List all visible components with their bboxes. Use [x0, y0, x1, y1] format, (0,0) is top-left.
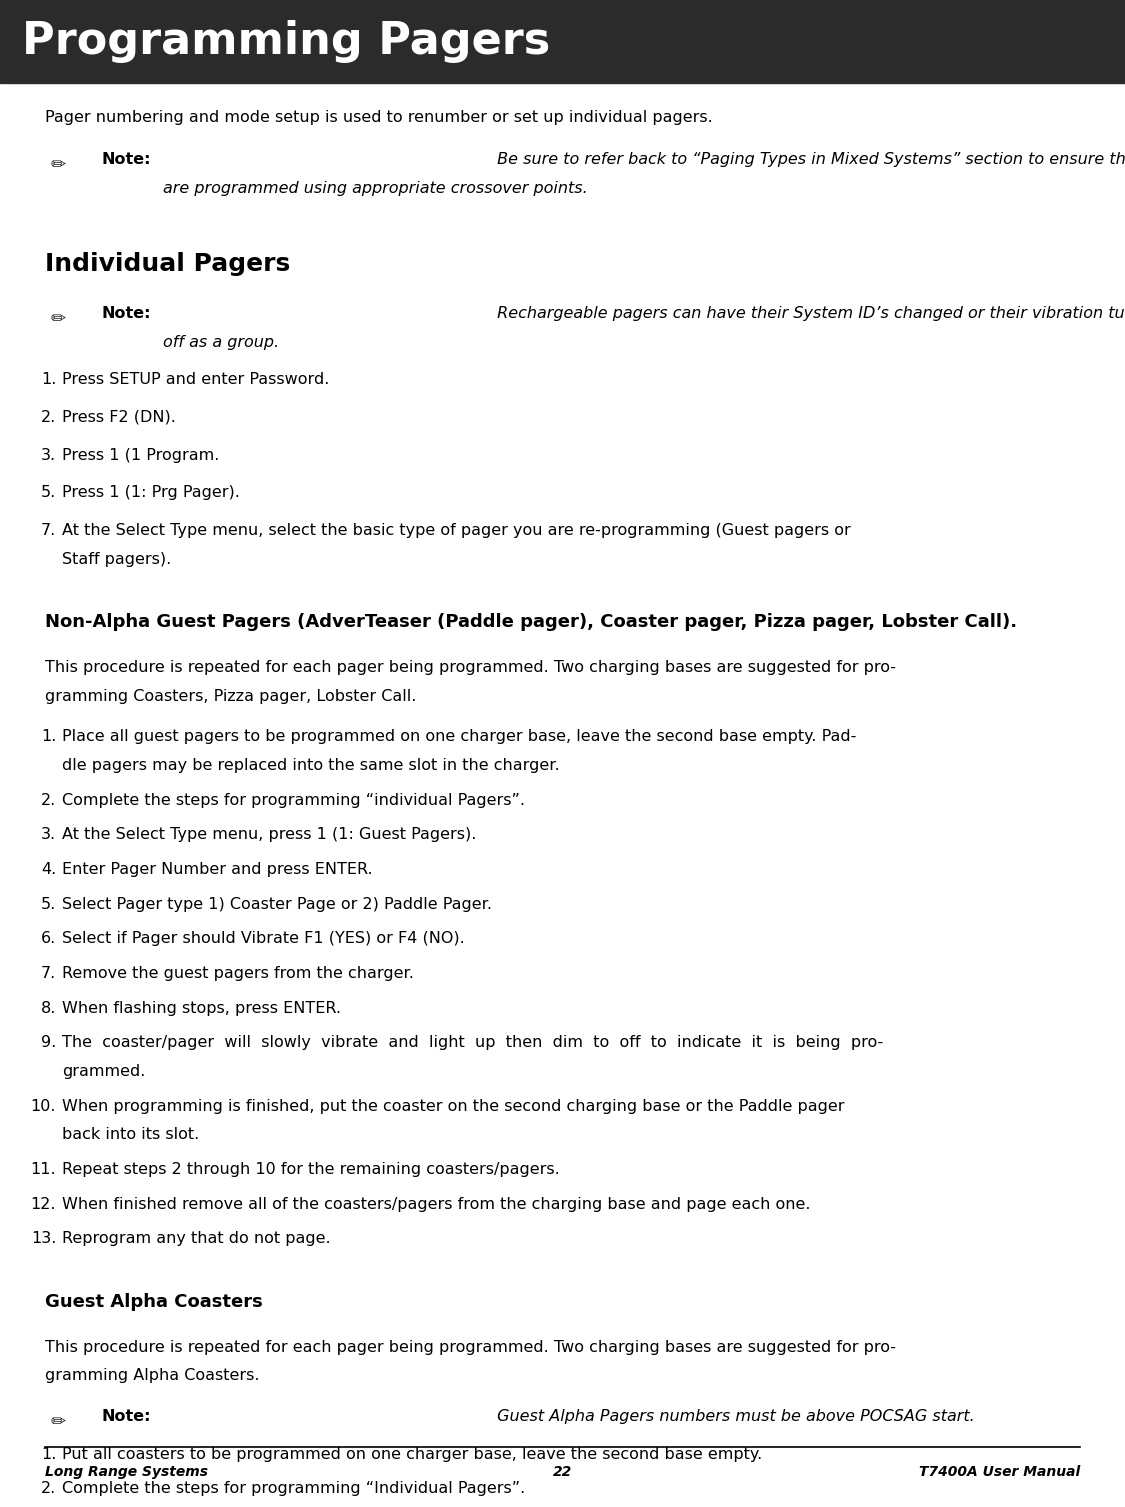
Text: Guest Alpha Pagers numbers must be above POCSAG start.: Guest Alpha Pagers numbers must be above…: [492, 1409, 974, 1424]
Text: ✏: ✏: [51, 157, 65, 175]
Text: 9.: 9.: [40, 1035, 56, 1050]
Text: This procedure is repeated for each pager being programmed. Two charging bases a: This procedure is repeated for each page…: [45, 1340, 896, 1355]
Text: off as a group.: off as a group.: [163, 335, 279, 350]
Text: Complete the steps for programming “individual Pagers”.: Complete the steps for programming “indi…: [62, 793, 525, 808]
Text: 2.: 2.: [40, 410, 56, 425]
Text: 4.: 4.: [40, 862, 56, 877]
Text: Press SETUP and enter Password.: Press SETUP and enter Password.: [62, 372, 330, 387]
Text: Pager numbering and mode setup is used to renumber or set up individual pagers.: Pager numbering and mode setup is used t…: [45, 110, 713, 125]
Text: 2.: 2.: [40, 1481, 56, 1496]
Text: Reprogram any that do not page.: Reprogram any that do not page.: [62, 1231, 331, 1246]
Bar: [0, 0, 1125, 83]
Text: Long Range Systems: Long Range Systems: [45, 1465, 208, 1478]
Text: Place all guest pagers to be programmed on one charger base, leave the second ba: Place all guest pagers to be programmed …: [62, 729, 856, 744]
Text: At the Select Type menu, select the basic type of pager you are re-programming (: At the Select Type menu, select the basi…: [62, 523, 850, 538]
Text: gramming Coasters, Pizza pager, Lobster Call.: gramming Coasters, Pizza pager, Lobster …: [45, 689, 416, 704]
Text: Press 1 (1: Prg Pager).: Press 1 (1: Prg Pager).: [62, 485, 240, 500]
Text: Rechargeable pagers can have their System ID’s changed or their vibration turned: Rechargeable pagers can have their Syste…: [492, 306, 1125, 321]
Text: Enter Pager Number and press ENTER.: Enter Pager Number and press ENTER.: [62, 862, 372, 877]
Text: Individual Pagers: Individual Pagers: [45, 252, 290, 276]
Text: ✏: ✏: [51, 1414, 65, 1432]
Text: T7400A User Manual: T7400A User Manual: [919, 1465, 1080, 1478]
Text: ✏: ✏: [51, 310, 65, 329]
Text: When finished remove all of the coasters/pagers from the charging base and page : When finished remove all of the coasters…: [62, 1197, 810, 1212]
Text: Note:: Note:: [101, 306, 151, 321]
Text: Complete the steps for programming “Individual Pagers”.: Complete the steps for programming “Indi…: [62, 1481, 525, 1496]
Text: Press F2 (DN).: Press F2 (DN).: [62, 410, 176, 425]
Text: 2.: 2.: [40, 793, 56, 808]
Text: 8.: 8.: [40, 1001, 56, 1016]
Text: 7.: 7.: [40, 966, 56, 981]
Text: Note:: Note:: [101, 152, 151, 167]
Text: dle pagers may be replaced into the same slot in the charger.: dle pagers may be replaced into the same…: [62, 758, 559, 773]
Text: 1.: 1.: [40, 1447, 56, 1462]
Text: 13.: 13.: [30, 1231, 56, 1246]
Text: 7.: 7.: [40, 523, 56, 538]
Text: Put all coasters to be programmed on one charger base, leave the second base emp: Put all coasters to be programmed on one…: [62, 1447, 762, 1462]
Text: Press 1 (1 Program.: Press 1 (1 Program.: [62, 448, 219, 463]
Text: 5.: 5.: [40, 897, 56, 912]
Text: gramming Alpha Coasters.: gramming Alpha Coasters.: [45, 1368, 260, 1383]
Text: Guest Alpha Coasters: Guest Alpha Coasters: [45, 1293, 263, 1311]
Text: 3.: 3.: [42, 448, 56, 463]
Text: 6.: 6.: [40, 931, 56, 946]
Text: Non-Alpha Guest Pagers (AdverTeaser (Paddle pager), Coaster pager, Pizza pager, : Non-Alpha Guest Pagers (AdverTeaser (Pad…: [45, 613, 1017, 631]
Text: Remove the guest pagers from the charger.: Remove the guest pagers from the charger…: [62, 966, 414, 981]
Text: When programming is finished, put the coaster on the second charging base or the: When programming is finished, put the co…: [62, 1099, 845, 1114]
Text: Staff pagers).: Staff pagers).: [62, 552, 171, 567]
Text: 22: 22: [552, 1465, 573, 1478]
Text: Programming Pagers: Programming Pagers: [22, 20, 551, 63]
Text: are programmed using appropriate crossover points.: are programmed using appropriate crossov…: [163, 181, 588, 196]
Text: Note:: Note:: [101, 1409, 151, 1424]
Text: When flashing stops, press ENTER.: When flashing stops, press ENTER.: [62, 1001, 341, 1016]
Text: 5.: 5.: [40, 485, 56, 500]
Text: This procedure is repeated for each pager being programmed. Two charging bases a: This procedure is repeated for each page…: [45, 660, 896, 675]
Text: 10.: 10.: [30, 1099, 56, 1114]
Text: 11.: 11.: [30, 1162, 56, 1177]
Text: Be sure to refer back to “Paging Types in Mixed Systems” section to ensure that : Be sure to refer back to “Paging Types i…: [492, 152, 1125, 167]
Text: Repeat steps 2 through 10 for the remaining coasters/pagers.: Repeat steps 2 through 10 for the remain…: [62, 1162, 559, 1177]
Text: back into its slot.: back into its slot.: [62, 1127, 199, 1142]
Text: 3.: 3.: [42, 827, 56, 842]
Text: 12.: 12.: [30, 1197, 56, 1212]
Text: Select if Pager should Vibrate F1 (YES) or F4 (NO).: Select if Pager should Vibrate F1 (YES) …: [62, 931, 465, 946]
Text: 1.: 1.: [40, 372, 56, 387]
Text: Select Pager type 1) Coaster Page or 2) Paddle Pager.: Select Pager type 1) Coaster Page or 2) …: [62, 897, 492, 912]
Text: grammed.: grammed.: [62, 1064, 145, 1079]
Text: 1.: 1.: [40, 729, 56, 744]
Text: The  coaster/pager  will  slowly  vibrate  and  light  up  then  dim  to  off  t: The coaster/pager will slowly vibrate an…: [62, 1035, 883, 1050]
Text: At the Select Type menu, press 1 (1: Guest Pagers).: At the Select Type menu, press 1 (1: Gue…: [62, 827, 476, 842]
